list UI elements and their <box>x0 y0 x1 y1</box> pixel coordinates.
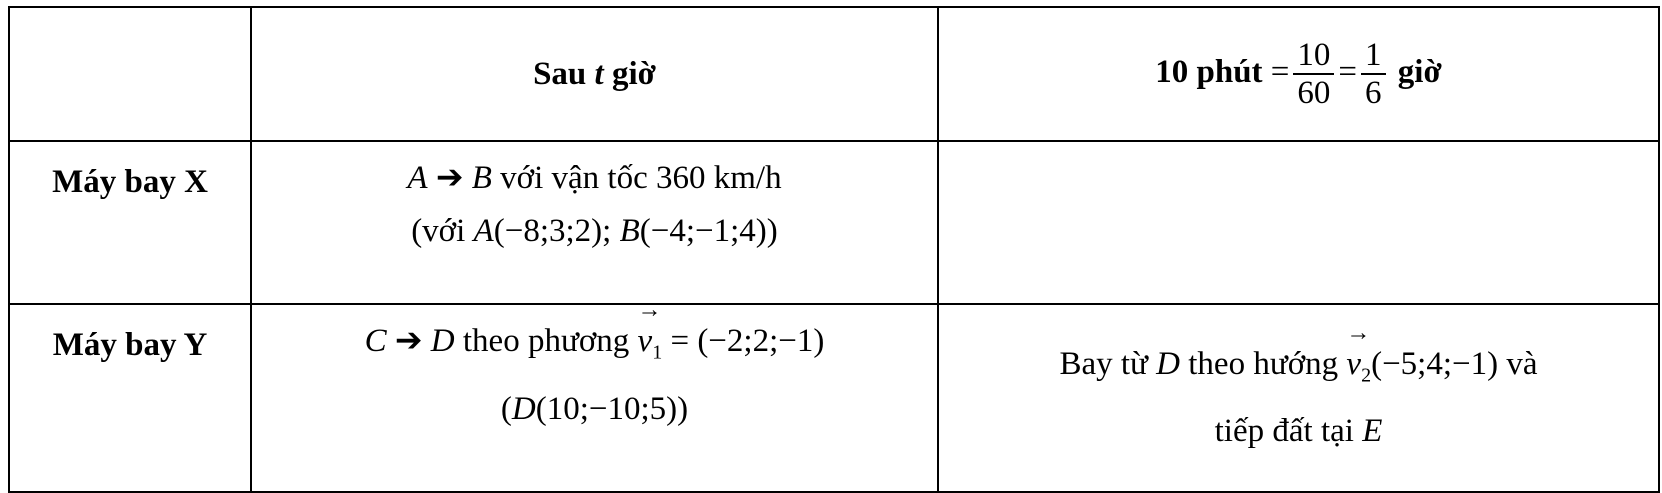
text: ) <box>677 390 689 427</box>
row-label: Máy bay X <box>8 140 252 305</box>
fraction-10-60: 10 60 <box>1293 37 1335 112</box>
arrow-icon: ➔ <box>435 160 464 196</box>
line: tiếp đất tại E <box>947 405 1650 458</box>
subscript: 1 <box>652 341 663 364</box>
vector-value: = (−2;2;−1) <box>662 323 825 359</box>
point-c: C <box>364 323 387 359</box>
text: và <box>1498 345 1538 382</box>
numerator: 1 <box>1361 37 1386 75</box>
line: A ➔ B với vận tốc 360 km/h <box>260 152 929 205</box>
plane-y-description: C ➔ D theo phương v1 = (−2;2;−1) (D(10;−… <box>250 291 939 493</box>
text: theo phương <box>454 323 638 359</box>
text: ) <box>766 212 778 249</box>
point-e: E <box>1362 413 1383 450</box>
subscript: 2 <box>1361 364 1372 387</box>
point-d: D <box>511 390 536 427</box>
variable-t: t <box>594 55 604 92</box>
header-row: Sau t giờ 10 phút = 10 60 = 1 6 giờ <box>8 6 1660 142</box>
text: theo hướng <box>1180 345 1347 382</box>
line: (D(10;−10;5)) <box>260 383 929 436</box>
equals-sign: = <box>1270 53 1290 90</box>
table-row: Máy bay Y C ➔ D theo phương v1 = (−2;2;−… <box>8 291 1660 493</box>
vector-letter: v <box>637 323 653 359</box>
data-table: Sau t giờ 10 phút = 10 60 = 1 6 giờ Máy bay X… <box>8 6 1660 493</box>
point-b: B <box>619 212 640 249</box>
header-text: Sau <box>533 55 595 92</box>
denominator: 6 <box>1365 75 1382 111</box>
line: Bay từ D theo hướng v2(−5;4;−1) và <box>947 314 1650 392</box>
header-text: giờ <box>1397 53 1442 90</box>
vector-v1: v1 <box>637 291 663 369</box>
coords: (10;−10;5) <box>535 390 678 427</box>
text: với vận tốc 360 km/h <box>491 160 782 196</box>
point-d: D <box>1156 345 1181 382</box>
vector-letter: v <box>1346 345 1362 382</box>
plane-y-after-ten-minutes: Bay từ D theo hướng v2(−5;4;−1) và tiếp … <box>937 303 1660 493</box>
header-empty-cell <box>8 6 252 142</box>
numerator: 10 <box>1293 37 1335 75</box>
vector-value: (−5;4;−1) <box>1371 345 1499 382</box>
text: (với <box>411 212 474 249</box>
line: (với A(−8;3;2); B(−4;−1;4)) <box>260 205 929 258</box>
row-label: Máy bay Y <box>8 303 252 493</box>
point-d: D <box>430 323 455 359</box>
coords: (−4;−1;4) <box>639 212 767 249</box>
denominator: 60 <box>1297 75 1331 111</box>
header-text: giờ <box>603 55 656 92</box>
empty-cell <box>937 140 1660 305</box>
equals-sign: = <box>1338 53 1358 90</box>
text: tiếp đất tại <box>1214 413 1363 450</box>
arrow-icon: ➔ <box>394 323 423 359</box>
point-b: B <box>471 160 492 196</box>
line: C ➔ D theo phương v1 = (−2;2;−1) <box>260 291 929 369</box>
text: Bay từ <box>1059 345 1157 382</box>
plane-x-description: A ➔ B với vận tốc 360 km/h (với A(−8;3;2… <box>250 140 939 305</box>
header-text: 10 phút <box>1155 53 1263 90</box>
point-a: A <box>473 212 494 249</box>
text: ; <box>602 212 620 249</box>
table-row: Máy bay X A ➔ B với vận tốc 360 km/h (vớ… <box>8 140 1660 305</box>
text: ( <box>500 390 512 427</box>
vector-v2: v2 <box>1346 314 1372 392</box>
coords: (−8;3;2) <box>493 212 603 249</box>
header-after-t-hours: Sau t giờ <box>250 6 939 142</box>
header-ten-minutes: 10 phút = 10 60 = 1 6 giờ <box>937 6 1660 142</box>
point-a: A <box>407 160 428 196</box>
